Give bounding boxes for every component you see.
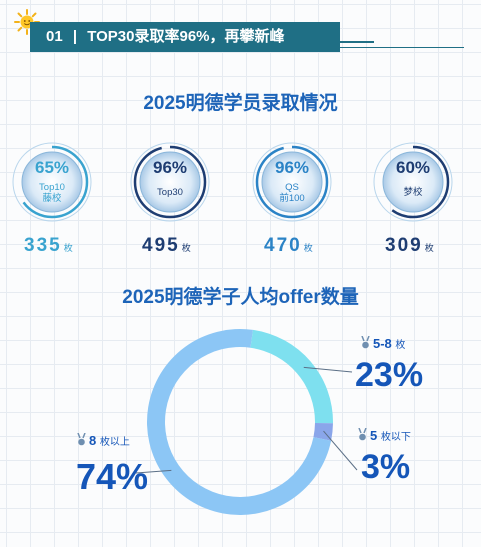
admission-count: 309 枚: [385, 235, 434, 257]
admission-circle: 96% QS 前100: [250, 140, 334, 224]
medal-icon: [77, 433, 86, 446]
circle-percent: 60%: [395, 158, 431, 177]
caption-line: Top30: [157, 187, 183, 198]
count-unit: 枚: [424, 243, 434, 253]
caption-line: 梦校: [403, 187, 423, 198]
count-value: 335: [24, 235, 62, 256]
progress-arc: [133, 145, 207, 219]
segment-label: 5-8: [373, 336, 392, 351]
segment-label: 5: [370, 428, 378, 443]
caption-line: Top10: [39, 182, 65, 193]
count-unit: 枚: [303, 243, 313, 253]
leader-line: [135, 469, 172, 474]
circle-caption: QS 前100: [250, 182, 334, 204]
ring-graphic: [373, 142, 453, 222]
progress-arc: [255, 145, 329, 219]
percent-5-8: 23%: [355, 356, 424, 394]
label-5-8: 5-8 枚: [361, 336, 405, 351]
circle-percent: 96%: [274, 158, 310, 177]
label-over-8: 8 枚以上: [77, 433, 130, 448]
leader-line: [323, 430, 358, 471]
medal-icon: [361, 336, 370, 349]
admission-circle: 65% Top10 藤校: [10, 140, 94, 224]
leader-line: [303, 366, 353, 373]
section-separator: |: [72, 28, 78, 45]
admission-circle: 60% 梦校: [371, 140, 455, 224]
admission-circle: 96% Top30: [128, 140, 212, 224]
caption-line: QS: [285, 182, 299, 193]
circle-percent: 96%: [152, 158, 188, 177]
percent-under-5: 3%: [361, 448, 411, 486]
caption-line: 前100: [279, 193, 305, 204]
admission-count: 335 枚: [24, 235, 73, 257]
ring-graphic: [12, 142, 92, 222]
caption-line: 藤校: [42, 193, 62, 204]
percent-over-8: 74%: [76, 456, 149, 497]
section-header: 01 | TOP30录取率96%，再攀新峰: [30, 22, 340, 52]
circle-percent: 65%: [34, 158, 70, 177]
ring-graphic: [252, 142, 332, 222]
count-unit: 枚: [63, 243, 73, 253]
segment-unit: 枚: [395, 340, 406, 351]
circle-caption: Top10 藤校: [10, 182, 94, 204]
circle-caption: Top30: [128, 187, 212, 198]
count-value: 309: [385, 235, 423, 256]
segment-label: 8: [89, 433, 97, 448]
admission-count: 470 枚: [264, 235, 313, 257]
admission-count: 495 枚: [142, 235, 191, 257]
donut-slice: [250, 329, 333, 424]
circle-caption: 梦校: [371, 187, 455, 198]
progress-arc: [15, 145, 89, 219]
progress-arc: [376, 145, 450, 219]
medal-icon: [358, 428, 367, 441]
header-divider: [340, 47, 464, 48]
section-number: 01: [46, 28, 63, 45]
count-value: 470: [264, 235, 302, 256]
segment-unit: 枚以上: [99, 437, 130, 448]
count-unit: 枚: [181, 243, 191, 253]
segment-unit: 枚以下: [380, 432, 411, 443]
admission-title: 2025明德学员录取情况: [143, 93, 338, 114]
count-value: 495: [142, 235, 180, 256]
offers-title: 2025明德学子人均offer数量: [122, 287, 359, 308]
section-heading: TOP30录取率96%，再攀新峰: [87, 28, 285, 45]
ring-graphic: [130, 142, 210, 222]
label-under-5: 5 枚以下: [358, 428, 411, 443]
header-divider: [340, 41, 374, 43]
